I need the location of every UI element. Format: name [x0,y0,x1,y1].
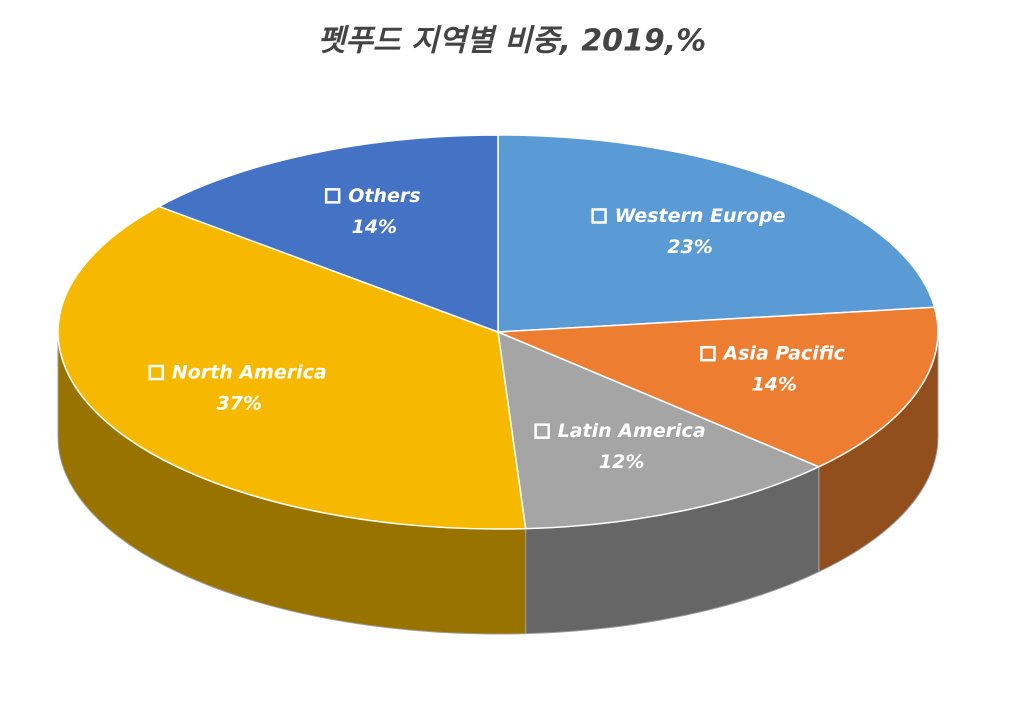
data-label: Asia Pacific 14% [700,343,846,396]
legend-icon [148,364,165,381]
slice-value: 37% [217,393,262,415]
slice [497,306,939,468]
slice [157,134,499,334]
slice-value: 23% [667,236,712,258]
data-label: Latin America 12% [534,420,706,473]
slice-name: North America [172,362,327,384]
data-label: Western Europe 23% [591,205,786,258]
slice-name: Latin America [558,420,706,442]
slice-name: Others [348,185,420,207]
slice [497,330,821,530]
slice-name: Asia Pacific [721,343,845,365]
chart-title: 펫푸드 지역별 비중, 2019,% [318,24,706,59]
slice-name: Western Europe [615,205,786,227]
slice-value: 12% [599,451,644,473]
slice [497,134,936,333]
legend-icon [591,208,607,224]
data-label: Others 14% [324,185,421,238]
legend-icon [534,423,550,439]
slice-value: 14% [352,216,397,238]
slice [57,205,527,530]
legend-icon [324,188,341,204]
data-label: North America 37% [148,362,327,415]
slice-value: 14% [751,374,796,396]
legend-icon [700,345,716,362]
